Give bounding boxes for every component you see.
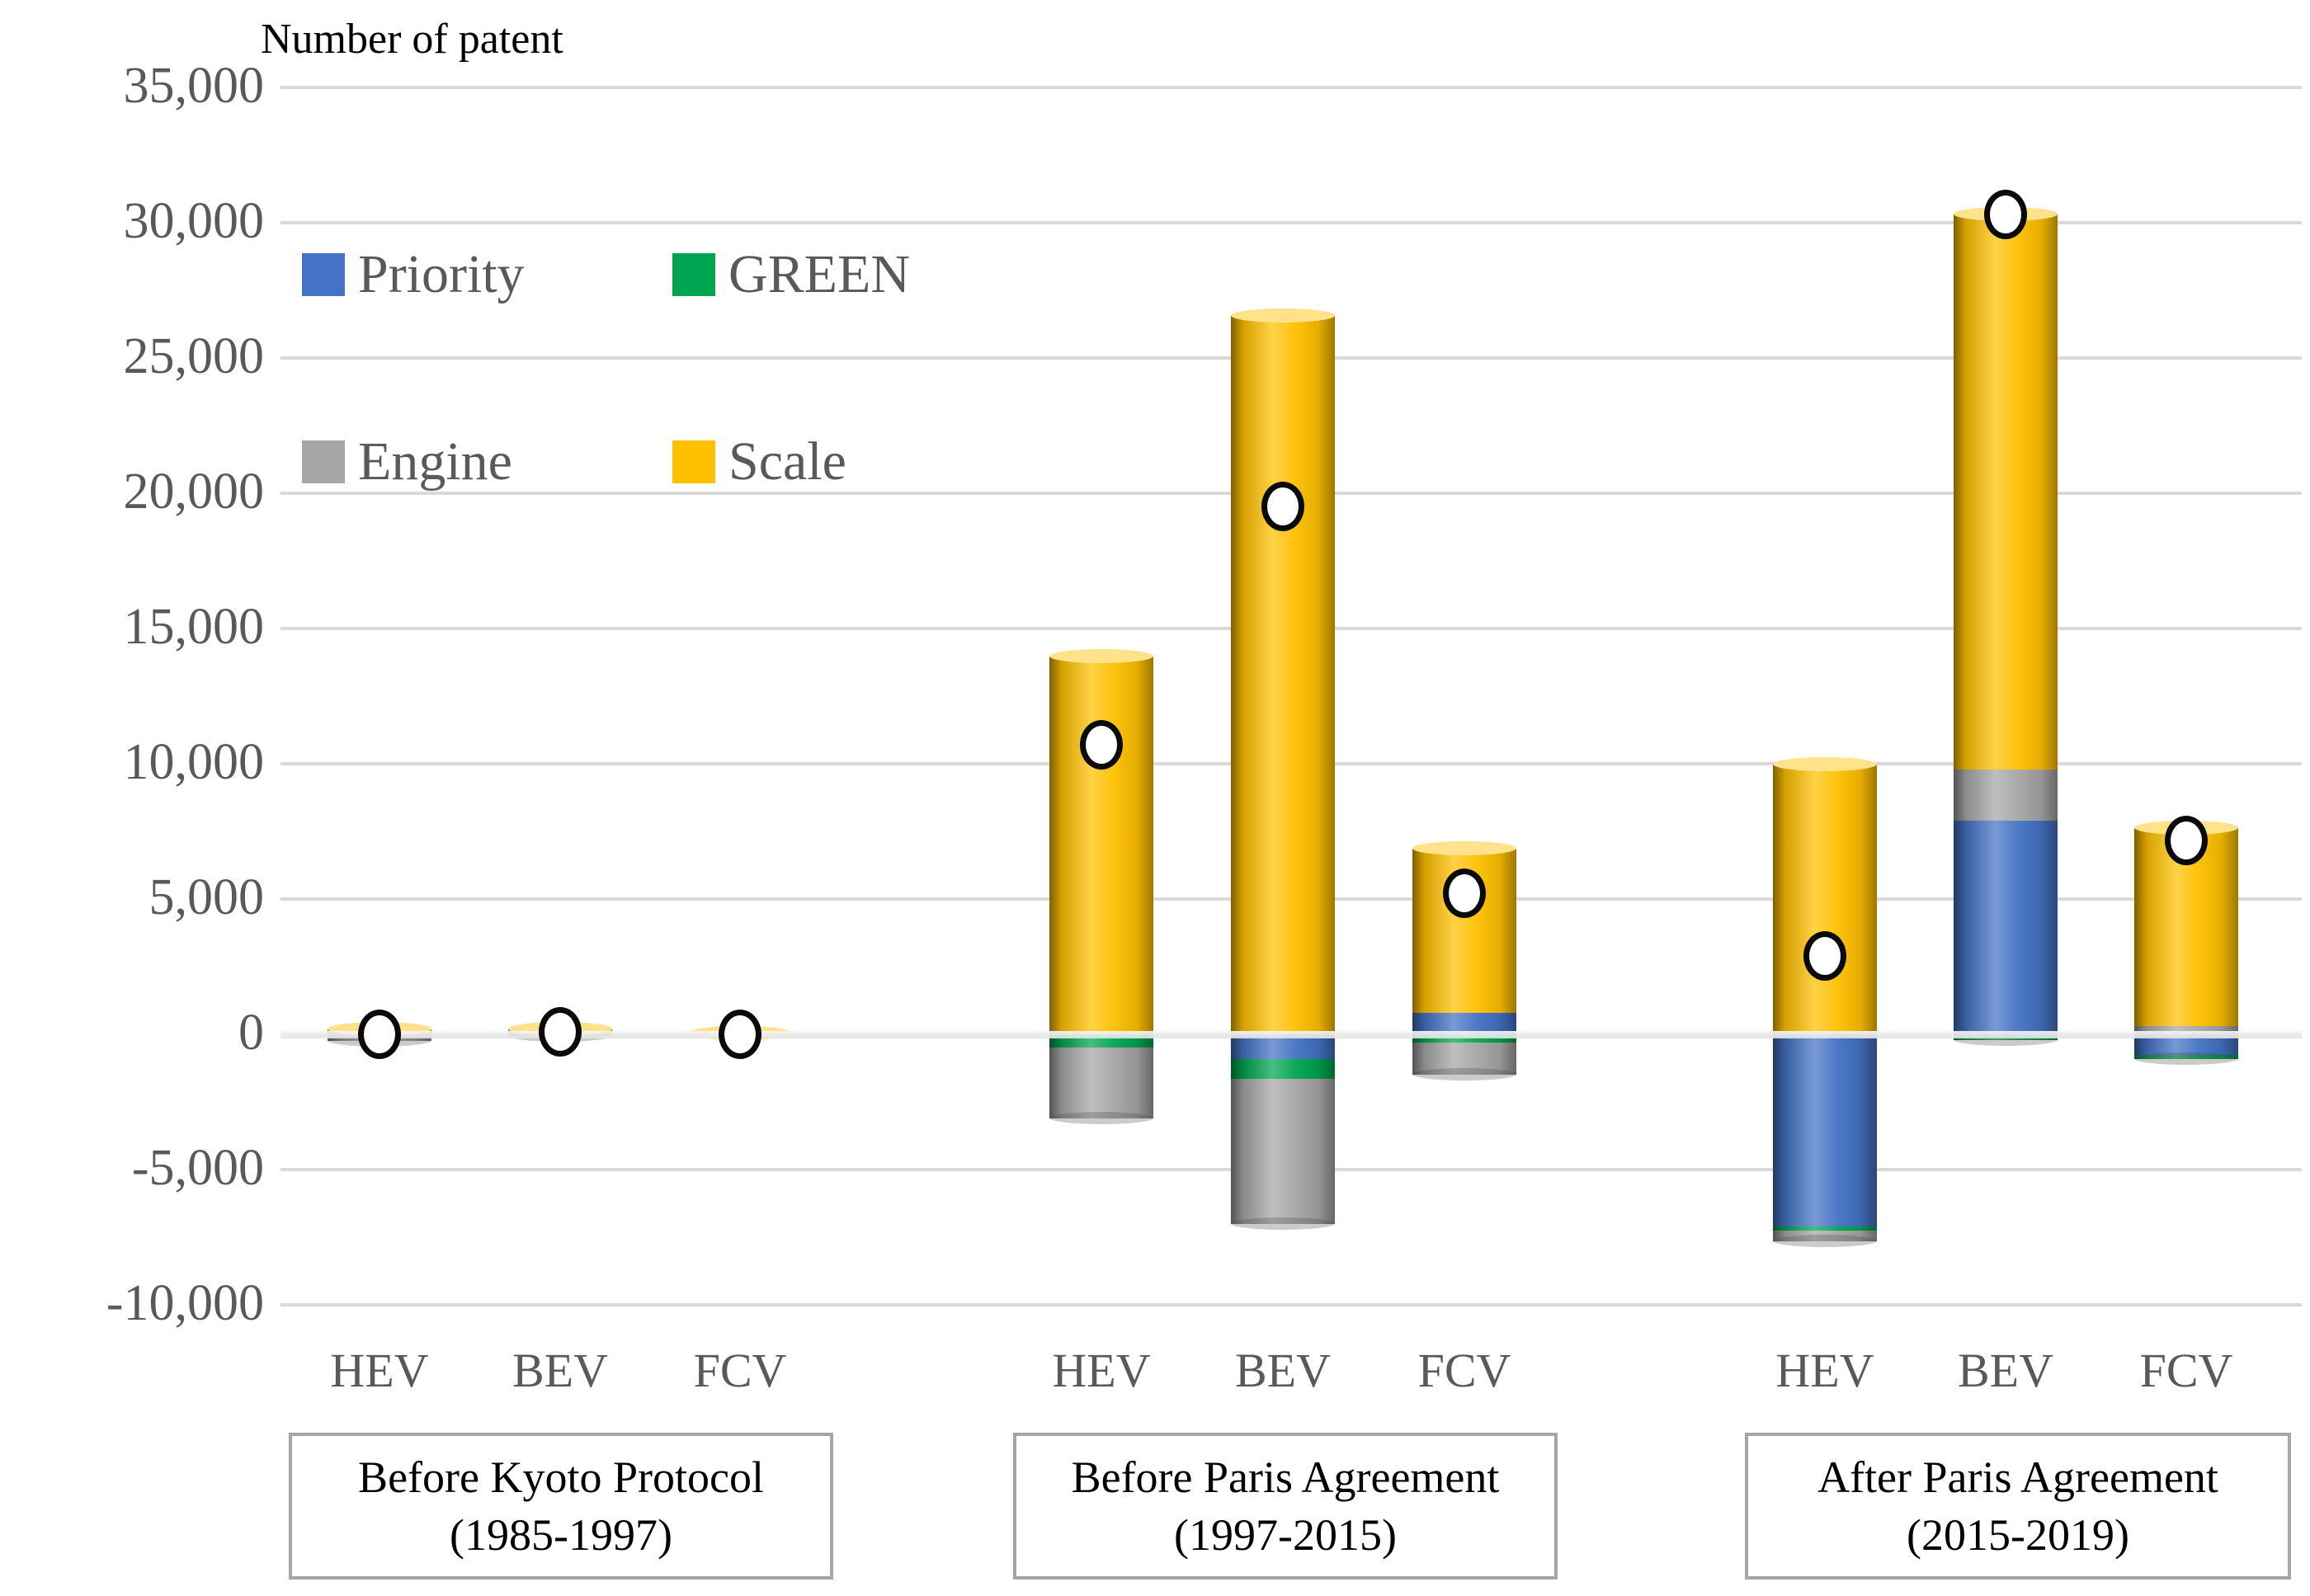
gridline-35000 xyxy=(280,86,2302,89)
cylinder-cap xyxy=(1412,840,1516,855)
y-tick-label: 0 xyxy=(238,1005,264,1062)
scale-swatch-icon xyxy=(672,440,715,483)
legend-label-engine: Engine xyxy=(358,431,512,492)
bar-segment-hev-scale xyxy=(1773,757,1877,1034)
y-tick-label: -5,000 xyxy=(131,1140,264,1197)
bar-segment-bev-engine xyxy=(1954,769,2058,821)
category-label-hev: HEV xyxy=(330,1344,429,1397)
period-label: Before Kyoto Protocol xyxy=(358,1452,764,1502)
total-marker-bev xyxy=(539,1006,582,1057)
legend-item-scale: Scale xyxy=(672,435,846,489)
period-label: After Paris Agreement xyxy=(1817,1452,2218,1502)
bar-segment-hev-priority xyxy=(1773,1034,1877,1226)
cylinder-bottom xyxy=(1773,1234,1877,1247)
legend-label-priority: Priority xyxy=(358,244,525,304)
gridline-30000 xyxy=(280,221,2302,224)
total-marker-fcv xyxy=(719,1010,761,1059)
total-marker-hev xyxy=(1803,930,1846,981)
y-tick-label: -10,000 xyxy=(106,1275,264,1332)
cylinder-cap xyxy=(1231,308,1335,322)
bar-segment-fcv-green xyxy=(2134,1052,2238,1065)
y-tick-label: 30,000 xyxy=(123,193,265,250)
bar-segment-hev-engine xyxy=(1773,1230,1877,1247)
bar-segment-bev-priority xyxy=(1954,820,2058,1034)
total-marker-fcv xyxy=(2165,816,2208,866)
cylinder-cap xyxy=(1773,757,1877,771)
category-label-fcv: FCV xyxy=(693,1344,787,1397)
category-label-fcv: FCV xyxy=(2139,1344,2233,1397)
total-marker-hev xyxy=(358,1010,401,1059)
bar-segment-bev-green xyxy=(1231,1058,1335,1080)
gridline--10000 xyxy=(280,1303,2302,1306)
category-label-hev: HEV xyxy=(1052,1344,1151,1397)
y-tick-label: 35,000 xyxy=(123,58,265,115)
bar-segment-fcv-engine xyxy=(2134,1026,2238,1034)
cylinder-bottom xyxy=(2134,1052,2238,1065)
bar-segment-fcv-engine xyxy=(1412,1042,1516,1081)
bar-segment-bev-engine xyxy=(1231,1079,1335,1230)
cylinder-cap xyxy=(1049,648,1153,663)
category-label-bev: BEV xyxy=(512,1344,608,1397)
total-marker-hev xyxy=(1080,720,1123,770)
period-box-kyoto: Before Kyoto Protocol (1985-1997) xyxy=(289,1433,833,1580)
category-label-bev: BEV xyxy=(1958,1344,2053,1397)
y-tick-label: 15,000 xyxy=(123,599,265,656)
bar-segment-bev-scale xyxy=(1954,206,2058,770)
category-label-bev: BEV xyxy=(1235,1344,1331,1397)
period-years: (1997-2015) xyxy=(1174,1510,1397,1560)
period-box-before-paris: Before Paris Agreement (1997-2015) xyxy=(1013,1433,1558,1580)
cylinder-bottom xyxy=(1049,1111,1153,1124)
y-tick-label: 10,000 xyxy=(123,734,265,791)
y-tick-label: 5,000 xyxy=(148,869,265,926)
cylinder-bottom xyxy=(1231,1217,1335,1230)
category-label-fcv: FCV xyxy=(1417,1344,1511,1397)
category-label-hev: HEV xyxy=(1775,1344,1874,1397)
zero-axis-line xyxy=(280,1031,2302,1038)
y-tick-label: 20,000 xyxy=(123,464,265,520)
bar-segment-hev-scale xyxy=(1049,648,1153,1034)
bar-segment-fcv-priority xyxy=(1412,1012,1516,1034)
y-tick-label: 25,000 xyxy=(123,328,265,385)
legend-label-green: GREEN xyxy=(728,244,910,304)
axis-title: Number of patent xyxy=(261,16,563,63)
total-marker-fcv xyxy=(1443,869,1486,919)
period-box-after-paris: After Paris Agreement (2015-2019) xyxy=(1745,1433,2291,1580)
green-swatch-icon xyxy=(672,253,715,296)
bar-segment-hev-green xyxy=(1773,1226,1877,1231)
bar-segment-bev-scale xyxy=(1231,308,1335,1034)
total-marker-bev xyxy=(1261,482,1304,532)
legend-item-priority: Priority xyxy=(302,247,525,302)
engine-swatch-icon xyxy=(302,440,345,483)
legend-label-scale: Scale xyxy=(728,431,846,492)
bar-segment-hev-engine xyxy=(1049,1048,1153,1124)
priority-swatch-icon xyxy=(302,253,345,296)
period-label: Before Paris Agreement xyxy=(1071,1452,1500,1502)
cylinder-bottom xyxy=(1412,1068,1516,1081)
period-years: (2015-2019) xyxy=(1907,1510,2129,1560)
legend-item-engine: Engine xyxy=(302,435,512,489)
total-marker-bev xyxy=(1984,190,2027,240)
period-years: (1985-1997) xyxy=(450,1510,672,1560)
legend-item-green: GREEN xyxy=(672,247,910,302)
